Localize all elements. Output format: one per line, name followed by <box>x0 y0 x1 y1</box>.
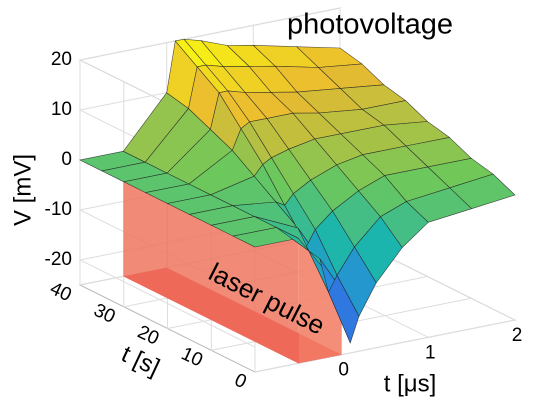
y-axis-label: t [s] <box>117 341 163 382</box>
x-axis-label: t [μs] <box>384 370 437 397</box>
y-tick-label: 40 <box>47 278 75 306</box>
pulse-side <box>123 151 299 364</box>
surface <box>79 38 516 344</box>
z-tick-label: 20 <box>51 49 72 70</box>
y-tick-label: 10 <box>178 343 206 371</box>
z-tick-label: -20 <box>45 249 72 270</box>
z-tick-label: 10 <box>51 99 72 120</box>
z-axis-label: V [mV] <box>9 154 36 226</box>
x-tick-label: 1 <box>425 342 436 363</box>
y-tick-label: 0 <box>231 370 249 394</box>
x-tick-label: 0 <box>338 360 349 381</box>
y-tick-label: 30 <box>90 300 118 328</box>
z-tick-label: -10 <box>45 199 72 220</box>
surface-patch <box>449 173 516 210</box>
chart-title: photovoltage <box>287 9 453 41</box>
x-tick-label: 2 <box>512 325 523 346</box>
z-tick-label: 0 <box>61 149 72 170</box>
